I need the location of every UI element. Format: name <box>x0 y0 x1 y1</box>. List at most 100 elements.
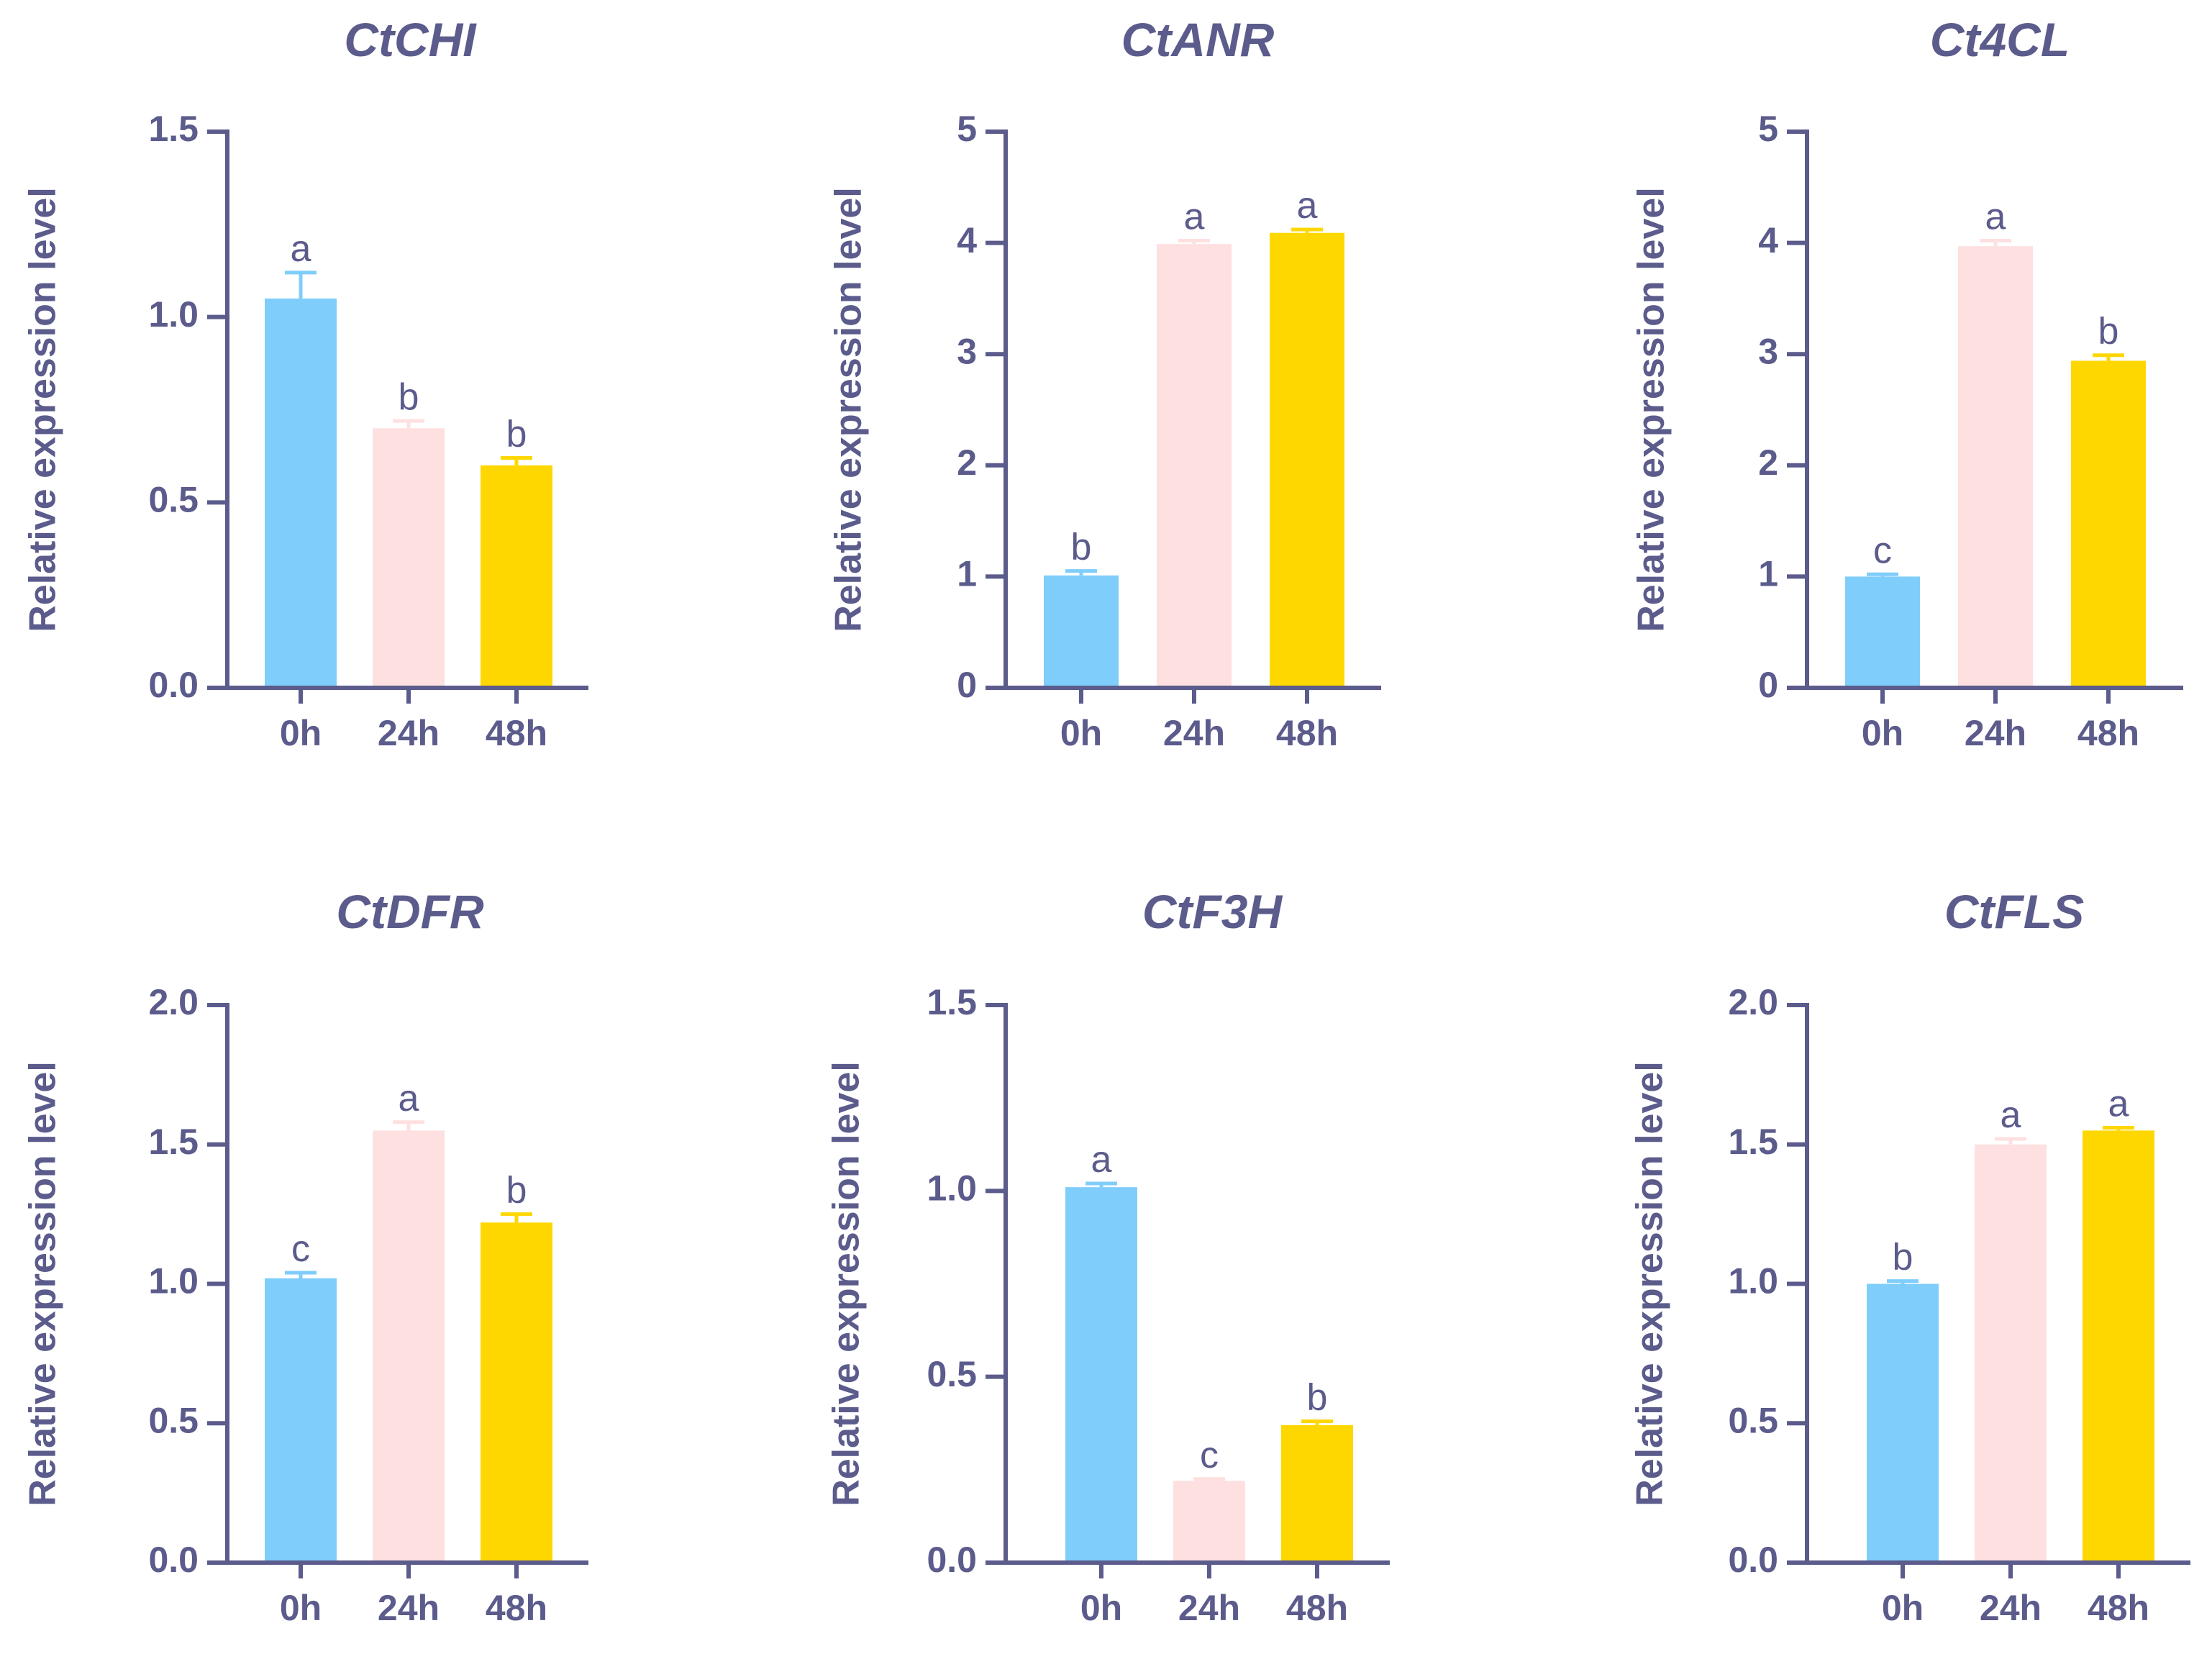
y-tick-label: 0.5 <box>1728 1400 1778 1440</box>
x-tick-label: 48h <box>486 1588 547 1628</box>
y-tick-label: 0.5 <box>927 1354 977 1394</box>
significance-letter: b <box>1893 1237 1913 1278</box>
x-tick-label: 48h <box>2077 713 2139 753</box>
bar-48h <box>2071 360 2146 688</box>
chart-panel-ctf3h: CtF3H Relative expression level a 0h c 24h b 48… <box>826 885 1390 1628</box>
x-tick-label: 0h <box>1080 1588 1122 1628</box>
significance-letter: a <box>2001 1094 2021 1136</box>
bar-0h <box>1845 576 1920 688</box>
significance-letter: c <box>1200 1435 1219 1476</box>
y-tick-label: 1 <box>1758 554 1778 594</box>
y-tick-label: 1.5 <box>1728 1122 1778 1162</box>
y-tick-label: 0.5 <box>148 480 199 520</box>
y-tick-label: 0.0 <box>1728 1540 1778 1580</box>
bar-0h <box>1065 1187 1137 1563</box>
significance-letter: a <box>1184 196 1205 238</box>
y-tick-label: 0.0 <box>148 665 199 705</box>
x-tick-label: 48h <box>486 713 547 753</box>
significance-letter: a <box>399 1078 419 1119</box>
y-tick-label: 0 <box>1758 665 1778 705</box>
y-tick-label: 0 <box>957 665 977 705</box>
bar-24h <box>1173 1481 1245 1563</box>
significance-letter: a <box>1091 1139 1112 1181</box>
bar-0h <box>265 1278 337 1563</box>
y-tick-label: 4 <box>1758 220 1778 260</box>
significance-letter: a <box>2108 1083 2129 1125</box>
bar-24h <box>1975 1144 2047 1563</box>
bar-48h <box>1270 232 1344 688</box>
y-tick-label: 2.0 <box>1728 982 1778 1022</box>
significance-letter: b <box>1071 527 1092 568</box>
bar-48h <box>1281 1424 1353 1563</box>
x-tick-label: 24h <box>378 713 440 753</box>
significance-letter: c <box>1873 530 1892 571</box>
significance-letter: b <box>506 413 527 455</box>
y-axis-label: Relative expression level <box>22 187 64 632</box>
significance-letter: b <box>399 376 419 418</box>
y-tick-label: 4 <box>957 220 977 260</box>
x-tick-label: 0h <box>280 713 322 753</box>
bar-48h <box>481 465 552 688</box>
x-tick-label: 0h <box>1862 713 1903 753</box>
y-tick-label: 3 <box>1758 331 1778 371</box>
x-tick-label: 24h <box>1163 713 1225 753</box>
significance-letter: b <box>1307 1377 1328 1419</box>
bar-24h <box>373 1130 445 1563</box>
chart-title: Ct4CL <box>1930 13 2070 66</box>
y-tick-label: 1 <box>957 554 977 594</box>
y-tick-label: 1.0 <box>148 1261 199 1301</box>
x-tick-label: 24h <box>1178 1588 1240 1628</box>
y-tick-label: 3 <box>957 331 977 371</box>
x-tick-label: 48h <box>2088 1588 2149 1628</box>
y-axis-label: Relative expression level <box>828 187 870 632</box>
y-tick-label: 0.0 <box>927 1540 977 1580</box>
significance-letter: a <box>1297 185 1318 227</box>
bar-24h <box>1958 246 2033 688</box>
x-tick-label: 0h <box>280 1588 322 1628</box>
bar-0h <box>265 298 337 688</box>
y-tick-label: 1.0 <box>927 1168 977 1209</box>
bar-0h <box>1044 575 1119 688</box>
x-tick-label: 48h <box>1276 713 1338 753</box>
y-tick-label: 5 <box>957 109 977 149</box>
chart-panel-ctfls: CtFLS Relative expression level b 0h a 24h a 48… <box>1629 885 2190 1628</box>
significance-letter: a <box>1985 196 2006 238</box>
x-tick-label: 24h <box>1965 713 2026 753</box>
bar-24h <box>1157 244 1232 688</box>
y-axis-label: Relative expression level <box>1629 1061 1671 1507</box>
y-tick-label: 1.5 <box>927 982 977 1022</box>
bar-24h <box>373 428 445 688</box>
significance-letter: c <box>291 1228 310 1270</box>
chart-panel-ctdfr: CtDFR Relative expression level c 0h a 24h b 48… <box>22 885 588 1628</box>
significance-letter: a <box>291 228 311 270</box>
chart-title: CtCHI <box>344 13 477 66</box>
chart-title: CtDFR <box>336 885 484 938</box>
bar-0h <box>1867 1283 1939 1563</box>
y-tick-label: 1.5 <box>148 109 199 149</box>
y-axis-label: Relative expression level <box>1631 187 1672 632</box>
y-tick-label: 2 <box>957 442 977 483</box>
y-tick-label: 2 <box>1758 442 1778 483</box>
x-tick-label: 0h <box>1060 713 1102 753</box>
y-tick-label: 1.0 <box>148 294 199 335</box>
y-tick-label: 0.0 <box>148 1540 199 1580</box>
y-tick-label: 5 <box>1758 109 1778 149</box>
significance-letter: b <box>506 1170 527 1212</box>
x-tick-label: 48h <box>1286 1588 1348 1628</box>
y-tick-label: 1.0 <box>1728 1261 1778 1301</box>
y-tick-label: 2.0 <box>148 982 199 1022</box>
x-tick-label: 24h <box>1980 1588 2042 1628</box>
y-axis-label: Relative expression level <box>826 1061 868 1507</box>
significance-letter: b <box>2098 311 2119 353</box>
chart-panel-ctchi: CtCHI Relative expression level a 0h b 24h b 48… <box>22 13 588 753</box>
y-axis-label: Relative expression level <box>22 1061 64 1507</box>
chart-title: CtF3H <box>1142 885 1283 938</box>
bar-48h <box>2083 1130 2154 1563</box>
chart-title: CtFLS <box>1944 885 2084 938</box>
chart-panel-ctanr: CtANR Relative expression level b 0h a 24h a 48… <box>828 13 1381 753</box>
x-tick-label: 24h <box>378 1588 440 1628</box>
y-tick-label: 0.5 <box>148 1400 199 1440</box>
chart-title: CtANR <box>1121 13 1275 66</box>
x-tick-label: 0h <box>1882 1588 1924 1628</box>
